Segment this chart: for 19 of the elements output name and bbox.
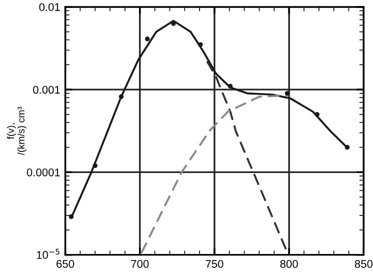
point <box>228 84 233 89</box>
point <box>118 94 124 100</box>
x-tick-label: 700 <box>131 260 149 268</box>
y-tick-label: 0.01 <box>39 3 60 12</box>
y-tick-label: 10$^{−5}$ <box>36 248 60 259</box>
point <box>68 214 74 220</box>
point <box>144 36 150 42</box>
x-tick-label: 850 <box>354 260 373 268</box>
x-tick-label: 800 <box>280 260 298 268</box>
x-tick-label: 750 <box>206 260 224 268</box>
point <box>314 112 320 117</box>
y-tick-label: 0.001 <box>33 86 60 94</box>
point <box>344 144 350 150</box>
point <box>92 163 98 168</box>
point <box>198 42 203 47</box>
y-tick-label: 0.0001 <box>26 168 60 176</box>
y-axis-title: f(v), /(km/s) cm³ <box>6 106 26 156</box>
x-tick-label: 650 <box>56 260 74 268</box>
point <box>284 90 290 96</box>
